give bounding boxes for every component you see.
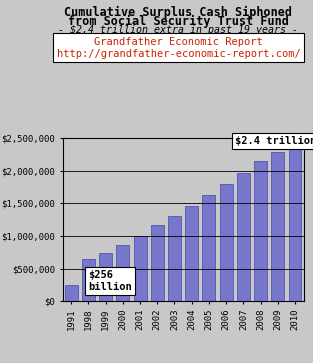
Bar <box>151 225 164 301</box>
Text: Cumulative Surplus Cash Siphoned: Cumulative Surplus Cash Siphoned <box>64 5 292 19</box>
Bar <box>185 205 198 301</box>
Text: from Social Security Trust Fund: from Social Security Trust Fund <box>68 15 289 28</box>
Bar <box>289 144 301 301</box>
Text: $256
billion: $256 billion <box>88 270 132 291</box>
Bar <box>116 245 129 301</box>
Bar <box>271 152 284 301</box>
Bar <box>203 195 215 301</box>
Text: Grandfather Economic Report
http://grandfather-economic-report.com/: Grandfather Economic Report http://grand… <box>57 37 300 59</box>
Bar <box>134 236 146 301</box>
Text: - $2.4 trillion extra in past 19 years -: - $2.4 trillion extra in past 19 years - <box>59 25 298 36</box>
Bar <box>82 260 95 301</box>
Bar <box>220 184 233 301</box>
Bar <box>237 173 250 301</box>
Bar <box>168 216 181 301</box>
Bar <box>254 161 267 301</box>
Bar <box>99 253 112 301</box>
Text: $2.4 trillion: $2.4 trillion <box>235 136 313 146</box>
Bar <box>65 285 78 301</box>
